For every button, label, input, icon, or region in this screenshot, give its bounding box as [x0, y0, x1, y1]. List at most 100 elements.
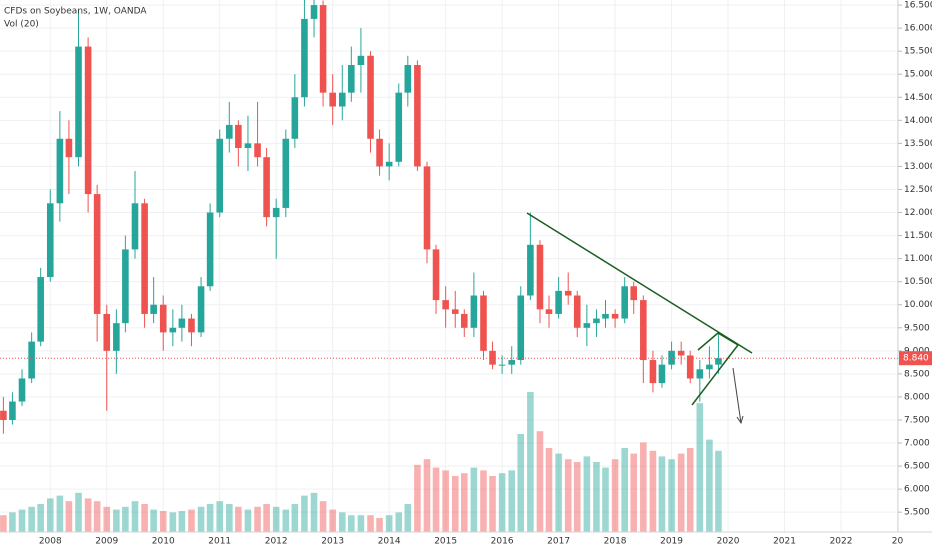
volume-bar — [470, 467, 478, 532]
x-tick-label: 2020 — [717, 537, 740, 547]
candle-body — [263, 157, 270, 218]
candle-body — [131, 203, 139, 250]
y-tick-label: 5.500 — [904, 508, 930, 518]
candle-body — [677, 350, 685, 356]
candle-body — [376, 138, 383, 167]
candle-body — [545, 309, 553, 314]
y-tick-label: 11.500 — [904, 231, 932, 241]
y-tick-label: 16.000 — [904, 24, 932, 34]
y-tick-label: 15.000 — [904, 70, 932, 80]
candle-body — [630, 286, 638, 301]
candle-body — [395, 92, 403, 162]
y-tick-label: 9.500 — [904, 323, 930, 333]
volume-bar — [122, 506, 129, 532]
volume-bar — [395, 512, 403, 532]
candle-body — [9, 401, 16, 420]
candle-body — [169, 327, 177, 333]
volume-bar — [141, 504, 148, 532]
volume-bar — [414, 464, 421, 532]
candle-body — [536, 244, 544, 310]
volume-bar — [150, 509, 157, 532]
y-tick-label: 10.500 — [904, 277, 932, 287]
volume-bar — [37, 504, 44, 532]
candle-body — [611, 313, 619, 319]
candle-body — [291, 97, 299, 139]
candle-body — [621, 286, 628, 319]
volume-bar — [65, 501, 73, 532]
x-tick-label: 2013 — [321, 537, 344, 547]
volume-bar — [113, 509, 120, 532]
candle-body — [357, 55, 365, 66]
volume-bar — [564, 459, 572, 532]
x-tick-label: 2017 — [547, 537, 570, 547]
x-tick-label: 2008 — [39, 537, 62, 547]
candle-body — [235, 124, 242, 148]
candle-body — [715, 358, 722, 365]
volume-bar — [46, 498, 54, 532]
candle-body — [254, 143, 261, 158]
volume-bar — [498, 473, 506, 532]
candle-body — [113, 323, 120, 351]
last-price-box — [899, 351, 932, 366]
candle-body — [206, 212, 214, 287]
candle-body — [197, 286, 205, 333]
x-tick-label: 2009 — [95, 537, 118, 547]
candle-body — [555, 290, 562, 314]
chart-title: CFDs on Soybeans, 1W, OANDA — [4, 7, 147, 17]
candle-body — [640, 300, 647, 361]
drawings — [526, 212, 753, 406]
volume-bar — [84, 498, 92, 532]
volume-layer — [0, 392, 722, 532]
volume-bar — [527, 392, 534, 532]
candle-layer — [0, 0, 722, 434]
volume-bar — [9, 512, 16, 532]
volume-bar — [621, 448, 628, 532]
volume-bar — [593, 462, 600, 532]
volume-bar — [310, 492, 318, 532]
volume-bar — [640, 442, 647, 532]
volume-bar — [188, 509, 195, 532]
candle-body — [517, 295, 525, 361]
volume-bar — [573, 462, 581, 532]
volume-bar — [480, 470, 487, 532]
candle-body — [28, 341, 35, 379]
candle-body — [706, 364, 713, 370]
y-tick-label: 8.000 — [904, 392, 930, 402]
volume-bar — [423, 459, 431, 532]
x-tick-label: 2012 — [265, 537, 288, 547]
volume-bar — [282, 509, 290, 532]
volume-bar — [235, 506, 242, 532]
candle-body — [216, 138, 224, 213]
y-tick-label: 6.500 — [904, 462, 930, 472]
candle-body — [122, 249, 129, 324]
volume-bar — [131, 501, 139, 532]
candle-body — [649, 360, 657, 384]
arrow — [732, 367, 744, 425]
y-tick-label: 13.000 — [904, 162, 932, 172]
candle-body — [141, 203, 148, 314]
volume-bar — [536, 431, 544, 532]
y-tick-label: 11.000 — [904, 254, 932, 264]
volume-bar — [583, 456, 591, 532]
x-tick-label: 20 — [892, 537, 904, 547]
volume-bar — [658, 456, 666, 532]
x-tick-label: 2019 — [660, 537, 683, 547]
volume-bar — [93, 501, 101, 532]
candle-body — [414, 65, 421, 167]
volume-bar — [357, 515, 365, 532]
volume-bar — [668, 459, 675, 532]
y-tick-label: 12.500 — [904, 185, 932, 195]
volume-bar — [630, 453, 638, 532]
volume-bar — [442, 470, 449, 532]
y-tick-label: 8.500 — [904, 369, 930, 379]
y-tick-label: 13.500 — [904, 139, 932, 149]
candle-body — [75, 46, 82, 158]
candle-body — [686, 355, 694, 379]
volume-bar — [103, 506, 111, 532]
volume-bar — [451, 476, 459, 532]
volume-bar — [706, 439, 713, 532]
candle-body — [178, 318, 186, 328]
y-tick-label: 6.000 — [904, 485, 930, 495]
